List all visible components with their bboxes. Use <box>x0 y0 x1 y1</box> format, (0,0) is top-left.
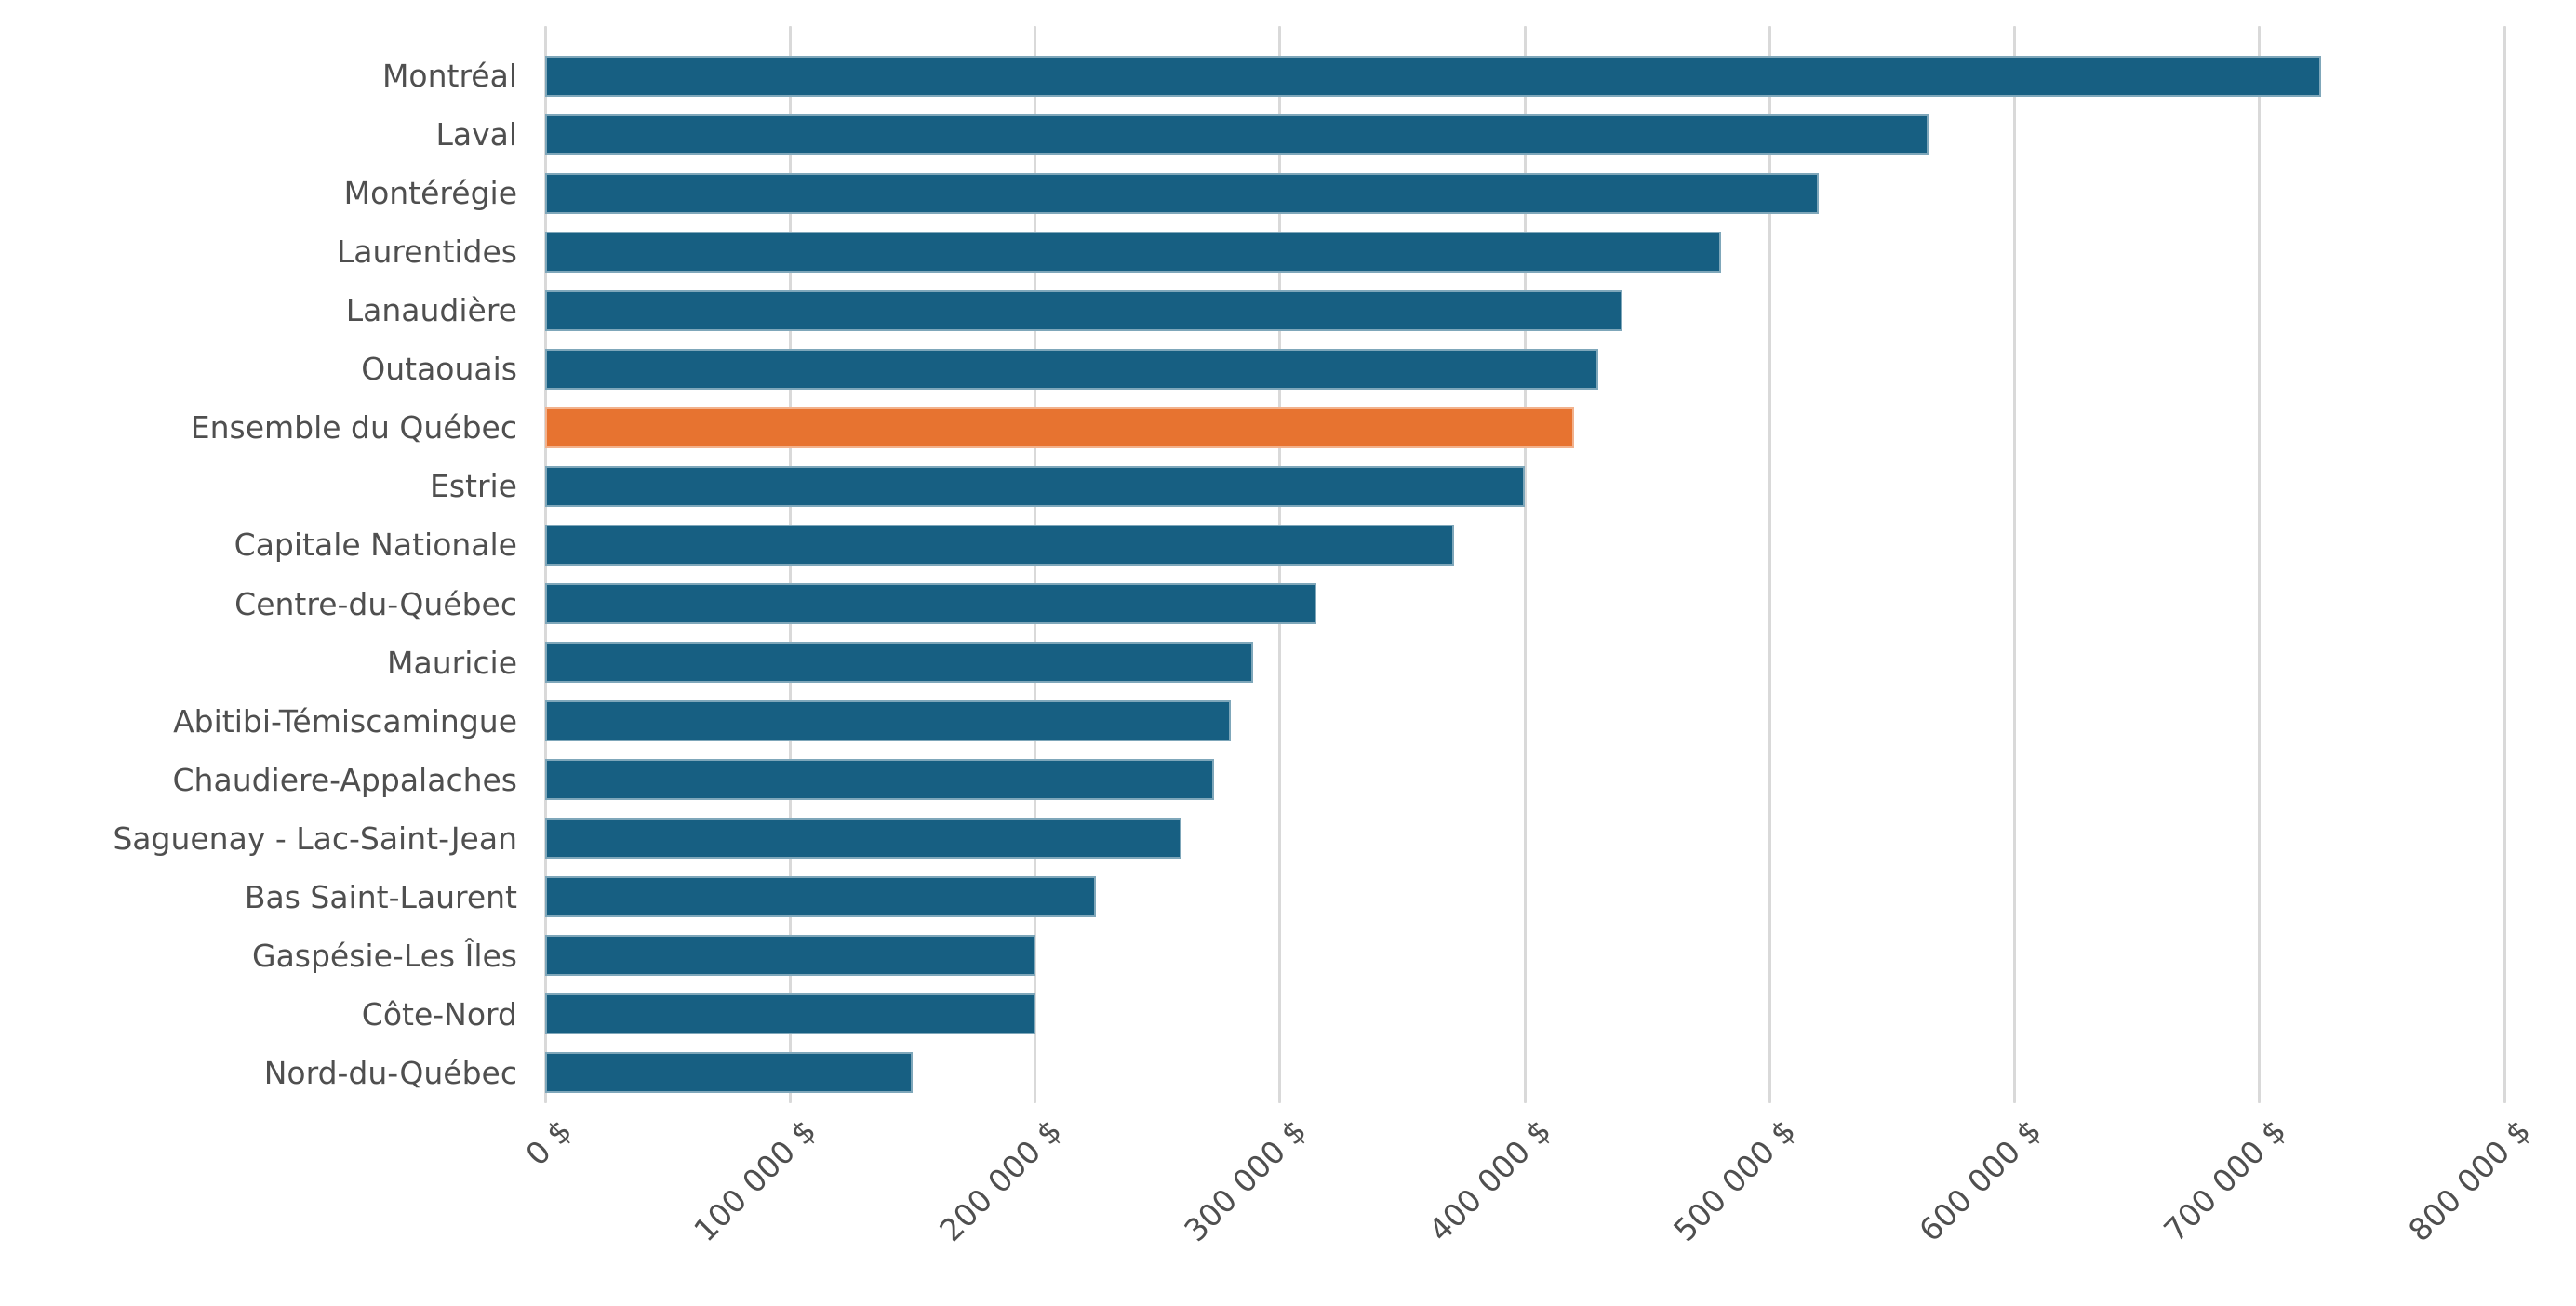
category-label-monteregie: Montérégie <box>343 175 517 212</box>
bar-bas-saint-laurent[interactable] <box>545 876 1097 918</box>
category-label-montreal: Montréal <box>381 58 517 94</box>
bar-lanaudiere[interactable] <box>545 289 1623 331</box>
gridline-800000 <box>2503 26 2506 1103</box>
bar-chaudiere-appalaches[interactable] <box>545 759 1214 801</box>
category-label-bas-saint-laurent: Bas Saint-Laurent <box>244 878 517 915</box>
bar-laval[interactable] <box>545 113 1929 155</box>
category-label-lanaudiere: Lanaudière <box>345 292 517 329</box>
category-label-chaudiere-appalaches: Chaudiere-Appalaches <box>172 761 517 798</box>
category-label-mauricie: Mauricie <box>387 644 517 681</box>
bar-laurentides[interactable] <box>545 231 1721 273</box>
gridline-500000 <box>1768 26 1771 1103</box>
bars-layer <box>545 47 2504 1102</box>
bar-outaouais[interactable] <box>545 348 1598 390</box>
x-tick-label: 0 $ <box>517 1113 579 1173</box>
category-label-laval: Laval <box>435 116 517 153</box>
x-tick-label: 600 000 $ <box>1911 1113 2049 1249</box>
category-label-gaspesie-les-iles: Gaspésie-Les Îles <box>252 937 517 974</box>
category-label-capitale-nationale: Capitale Nationale <box>234 526 517 564</box>
gridline-400000 <box>1523 26 1527 1103</box>
bar-mauricie[interactable] <box>545 642 1253 684</box>
bar-centre-du-quebec[interactable] <box>545 583 1317 625</box>
x-tick-label: 200 000 $ <box>931 1113 1069 1249</box>
bar-nord-du-quebec[interactable] <box>545 1052 913 1094</box>
category-label-centre-du-quebec: Centre-du-Québec <box>234 585 517 622</box>
bar-cote-nord[interactable] <box>545 993 1035 1035</box>
category-label-abitibi-temiscamingue: Abitibi-Témiscamingue <box>173 702 517 740</box>
bar-monteregie[interactable] <box>545 172 1819 214</box>
category-label-cote-nord: Côte-Nord <box>361 995 517 1033</box>
gridline-600000 <box>2013 26 2016 1103</box>
x-axis-tick-labels: 0 $ 100 000 $ 200 000 $ 300 000 $ 400 000 $ 5… <box>518 1113 2538 1306</box>
bar-saguenay-lac-saint-jean[interactable] <box>545 818 1182 860</box>
x-tick-label: 500 000 $ <box>1666 1113 1803 1249</box>
category-label-saguenay-lac-saint-jean: Saguenay - Lac-Saint-Jean <box>113 820 517 857</box>
category-label-outaouais: Outaouais <box>361 351 517 388</box>
category-label-laurentides: Laurentides <box>336 233 517 271</box>
bar-abitibi-temiscamingue[interactable] <box>545 700 1232 742</box>
x-tick-label: 800 000 $ <box>2401 1113 2538 1249</box>
y-axis-category-labels: Montréal Laval Montérégie Laurentides Lanaud… <box>0 47 517 1102</box>
category-label-ensemble-du-quebec: Ensemble du Québec <box>190 409 517 446</box>
bar-gaspesie-les-iles[interactable] <box>545 935 1035 977</box>
bar-capitale-nationale[interactable] <box>545 524 1454 566</box>
x-tick-label: 700 000 $ <box>2156 1113 2293 1249</box>
bar-montreal[interactable] <box>545 55 2321 97</box>
x-tick-label: 300 000 $ <box>1176 1113 1314 1249</box>
category-label-estrie: Estrie <box>429 468 517 505</box>
category-label-nord-du-quebec: Nord-du-Québec <box>263 1054 517 1091</box>
gridline-700000 <box>2258 26 2262 1103</box>
bar-estrie[interactable] <box>545 465 1525 507</box>
x-tick-label: 100 000 $ <box>687 1113 823 1249</box>
x-tick-label: 400 000 $ <box>1421 1113 1558 1249</box>
bar-ensemble-du-quebec[interactable] <box>545 406 1574 448</box>
